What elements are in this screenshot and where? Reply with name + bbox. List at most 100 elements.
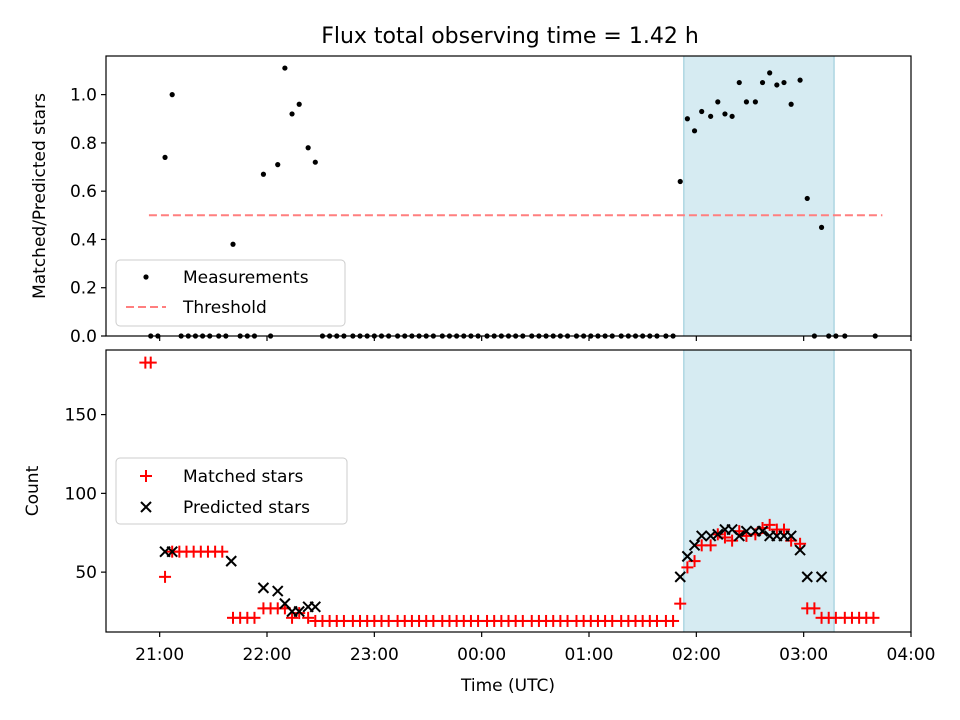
legend-marker-predicted <box>140 501 152 513</box>
measurements-point <box>260 171 267 177</box>
legend-marker-matched <box>140 470 152 482</box>
count-panel: 50 100 150 21:00 22:00 23:00 00:00 01:00 02:00 0… <box>23 349 936 696</box>
matched-stars-point <box>808 602 821 615</box>
measurements-point <box>296 101 302 107</box>
measurements-point <box>722 111 728 117</box>
measurements-point <box>289 111 295 117</box>
measurements-point <box>691 128 698 134</box>
measurements-point <box>305 145 311 151</box>
predicted-stars-point <box>801 571 813 583</box>
measurements-point <box>282 65 288 71</box>
ratio-axes-frame <box>105 55 912 337</box>
ratio-y-axis-label: Matched/Predicted stars <box>30 93 50 299</box>
matched-stars-point <box>704 539 717 552</box>
count-y-axis-label: Count <box>23 465 43 516</box>
measurements-point <box>275 162 281 168</box>
y-tick-label: 0.8 <box>70 134 97 154</box>
x-axis-label: Time (UTC) <box>460 676 555 696</box>
x-tick-label: 03:00 <box>779 645 828 665</box>
count-axes-frame <box>105 349 912 633</box>
predicted-stars-point <box>695 530 708 542</box>
predicted-stars-point <box>681 550 694 563</box>
x-tick-label: 01:00 <box>565 645 614 665</box>
x-tick-label: 02:00 <box>672 645 721 665</box>
predicted-stars-point <box>688 539 701 552</box>
predicted-stars-point <box>785 530 797 542</box>
measurements-point <box>788 101 794 107</box>
measurements-point <box>708 113 714 119</box>
measurements-point <box>804 195 810 202</box>
predicted-stars-point <box>293 605 305 618</box>
measurements-point <box>684 116 690 122</box>
matched-stars-point <box>688 555 701 568</box>
measurements-point <box>736 79 742 86</box>
predicted-stars-point <box>166 545 178 558</box>
legend-label-predicted: Predicted stars <box>183 498 310 518</box>
predicted-stars-point <box>756 525 769 537</box>
predicted-stars-point <box>225 555 237 567</box>
chart-title: Flux total observing time = 1.42 h <box>321 24 699 49</box>
matched-stars-point <box>216 545 229 558</box>
predicted-stars-point <box>794 544 806 556</box>
matched-stars-point <box>144 356 157 369</box>
measurements-point <box>230 241 236 247</box>
matched-stars-point <box>293 607 306 620</box>
count-legend: Matched stars Predicted stars <box>115 457 348 525</box>
y-tick-label: 0.2 <box>70 279 97 299</box>
predicted-stars-point <box>309 601 322 613</box>
observing-window-span <box>683 56 835 336</box>
predicted-stars-point <box>712 528 724 541</box>
matched-stars-point <box>667 614 680 627</box>
measurements-point <box>767 70 773 76</box>
observing-window-span <box>683 350 835 632</box>
measurements-point <box>699 108 705 115</box>
measurements-point <box>781 79 787 86</box>
matched-stars-point <box>286 611 299 624</box>
predicted-stars-point <box>272 585 284 597</box>
ratio-legend: Measurements Threshold <box>115 259 346 327</box>
measurements-point <box>715 99 721 105</box>
x-tick-label: 21:00 <box>135 645 184 665</box>
x-tick-label: 23:00 <box>350 645 399 665</box>
ratio-legend-box <box>115 259 346 327</box>
y-tick-label: 1.0 <box>70 86 97 106</box>
matched-stars-point <box>248 611 261 624</box>
predicted-stars-point <box>740 525 753 537</box>
matched-stars-point <box>674 597 687 610</box>
ratio-panel: 0.0 0.2 0.4 0.6 0.8 1.0 Matched/Predicted sta… <box>30 55 912 347</box>
predicted-stars-point <box>733 530 745 542</box>
measurements-point <box>818 224 825 230</box>
measurements-point <box>677 178 683 185</box>
matched-stars-point <box>159 570 172 583</box>
matched-stars-point <box>794 537 807 550</box>
matched-stars-point <box>763 518 776 531</box>
matched-stars-point <box>681 561 694 574</box>
x-tick-label: 00:00 <box>457 645 506 665</box>
predicted-stars-point <box>674 571 686 583</box>
y-tick-label: 0.6 <box>70 182 97 202</box>
measurements-point <box>759 79 766 86</box>
measurements-point <box>312 159 318 165</box>
legend-label-matched: Matched stars <box>183 467 303 487</box>
measurements-point <box>752 99 758 105</box>
matched-stars-point <box>726 534 739 547</box>
y-tick-label: 0.0 <box>70 327 97 347</box>
y-tick-label: 100 <box>65 484 97 504</box>
legend-label-measurements: Measurements <box>183 268 309 288</box>
measurements-point <box>169 92 175 98</box>
x-tick-label: 04:00 <box>887 645 936 665</box>
measurements-point <box>162 154 168 160</box>
measurements-point <box>774 82 780 88</box>
measurements-point <box>743 99 750 105</box>
y-tick-label: 0.4 <box>70 230 97 250</box>
count-legend-box <box>115 457 348 525</box>
legend-marker-measurements <box>143 274 149 280</box>
legend-label-threshold: Threshold <box>182 298 267 318</box>
matched-stars-point <box>302 611 315 624</box>
measurements-point <box>797 77 803 83</box>
matched-stars-point <box>867 611 880 624</box>
predicted-stars-point <box>815 571 828 583</box>
measurements-point <box>729 113 735 119</box>
x-tick-label: 22:00 <box>243 645 292 665</box>
